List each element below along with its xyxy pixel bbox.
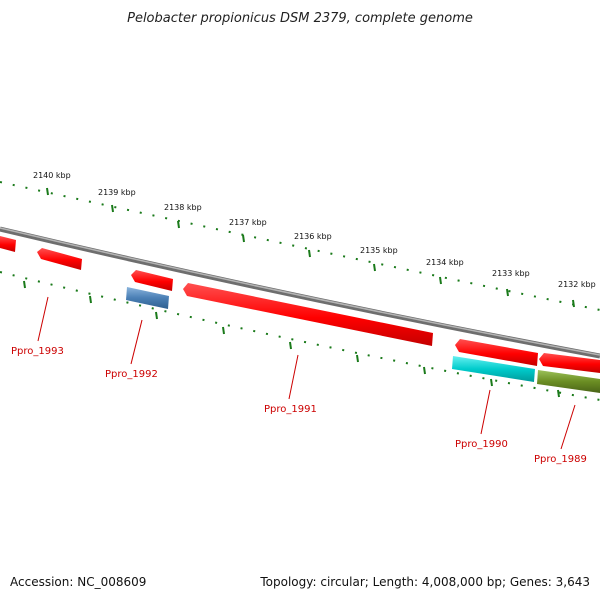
gene-label-ppro1992: Ppro_1992	[105, 369, 158, 380]
gene-label-leaders	[37, 296, 576, 450]
other-genes	[126, 287, 600, 393]
gene-label-ppro1989: Ppro_1989	[534, 454, 587, 465]
tick-label-2137: 2137 kbp	[229, 218, 267, 227]
gene-label-ppro1993: Ppro_1993	[11, 346, 64, 357]
forward-gene-3	[131, 270, 173, 291]
ruler-tick-labels: 2140 kbp 2139 kbp 2138 kbp 2137 kbp 2136…	[33, 171, 596, 289]
forward-gene-ppro1991	[183, 283, 433, 346]
topology-summary-text: Topology: circular; Length: 4,008,000 bp…	[259, 575, 590, 589]
gene-ppro1989	[537, 370, 600, 393]
forward-gene-6	[539, 353, 600, 373]
tick-label-2132: 2132 kbp	[558, 280, 596, 289]
tick-label-2133: 2133 kbp	[492, 269, 530, 278]
forward-gene-2	[37, 248, 82, 270]
tick-label-2139: 2139 kbp	[98, 188, 136, 197]
accession-text: Accession: NC_008609	[10, 575, 146, 589]
gene-label-ppro1990: Ppro_1990	[455, 439, 508, 450]
forward-gene-5	[455, 339, 538, 366]
outer-ruler-ticks	[46, 187, 575, 308]
inner-ruler-ticks	[23, 280, 560, 398]
forward-strand-genes	[0, 236, 600, 373]
gene-ppro1992	[126, 287, 169, 309]
gene-ppro1990	[452, 356, 535, 382]
outer-ruler-dots	[0, 181, 600, 311]
tick-label-2140: 2140 kbp	[33, 171, 71, 180]
tick-label-2135: 2135 kbp	[360, 246, 398, 255]
tick-label-2136: 2136 kbp	[294, 232, 332, 241]
map-title: Pelobacter propionicus DSM 2379, complet…	[127, 11, 473, 26]
genome-backbone-highlight	[0, 227, 600, 356]
tick-label-2138: 2138 kbp	[164, 203, 202, 212]
gene-labels: Ppro_1993 Ppro_1992 Ppro_1991 Ppro_1990 …	[11, 346, 587, 465]
genome-backbone	[0, 226, 600, 359]
tick-label-2134: 2134 kbp	[426, 258, 464, 267]
gene-label-ppro1991: Ppro_1991	[264, 404, 317, 415]
forward-gene-1	[0, 236, 16, 252]
